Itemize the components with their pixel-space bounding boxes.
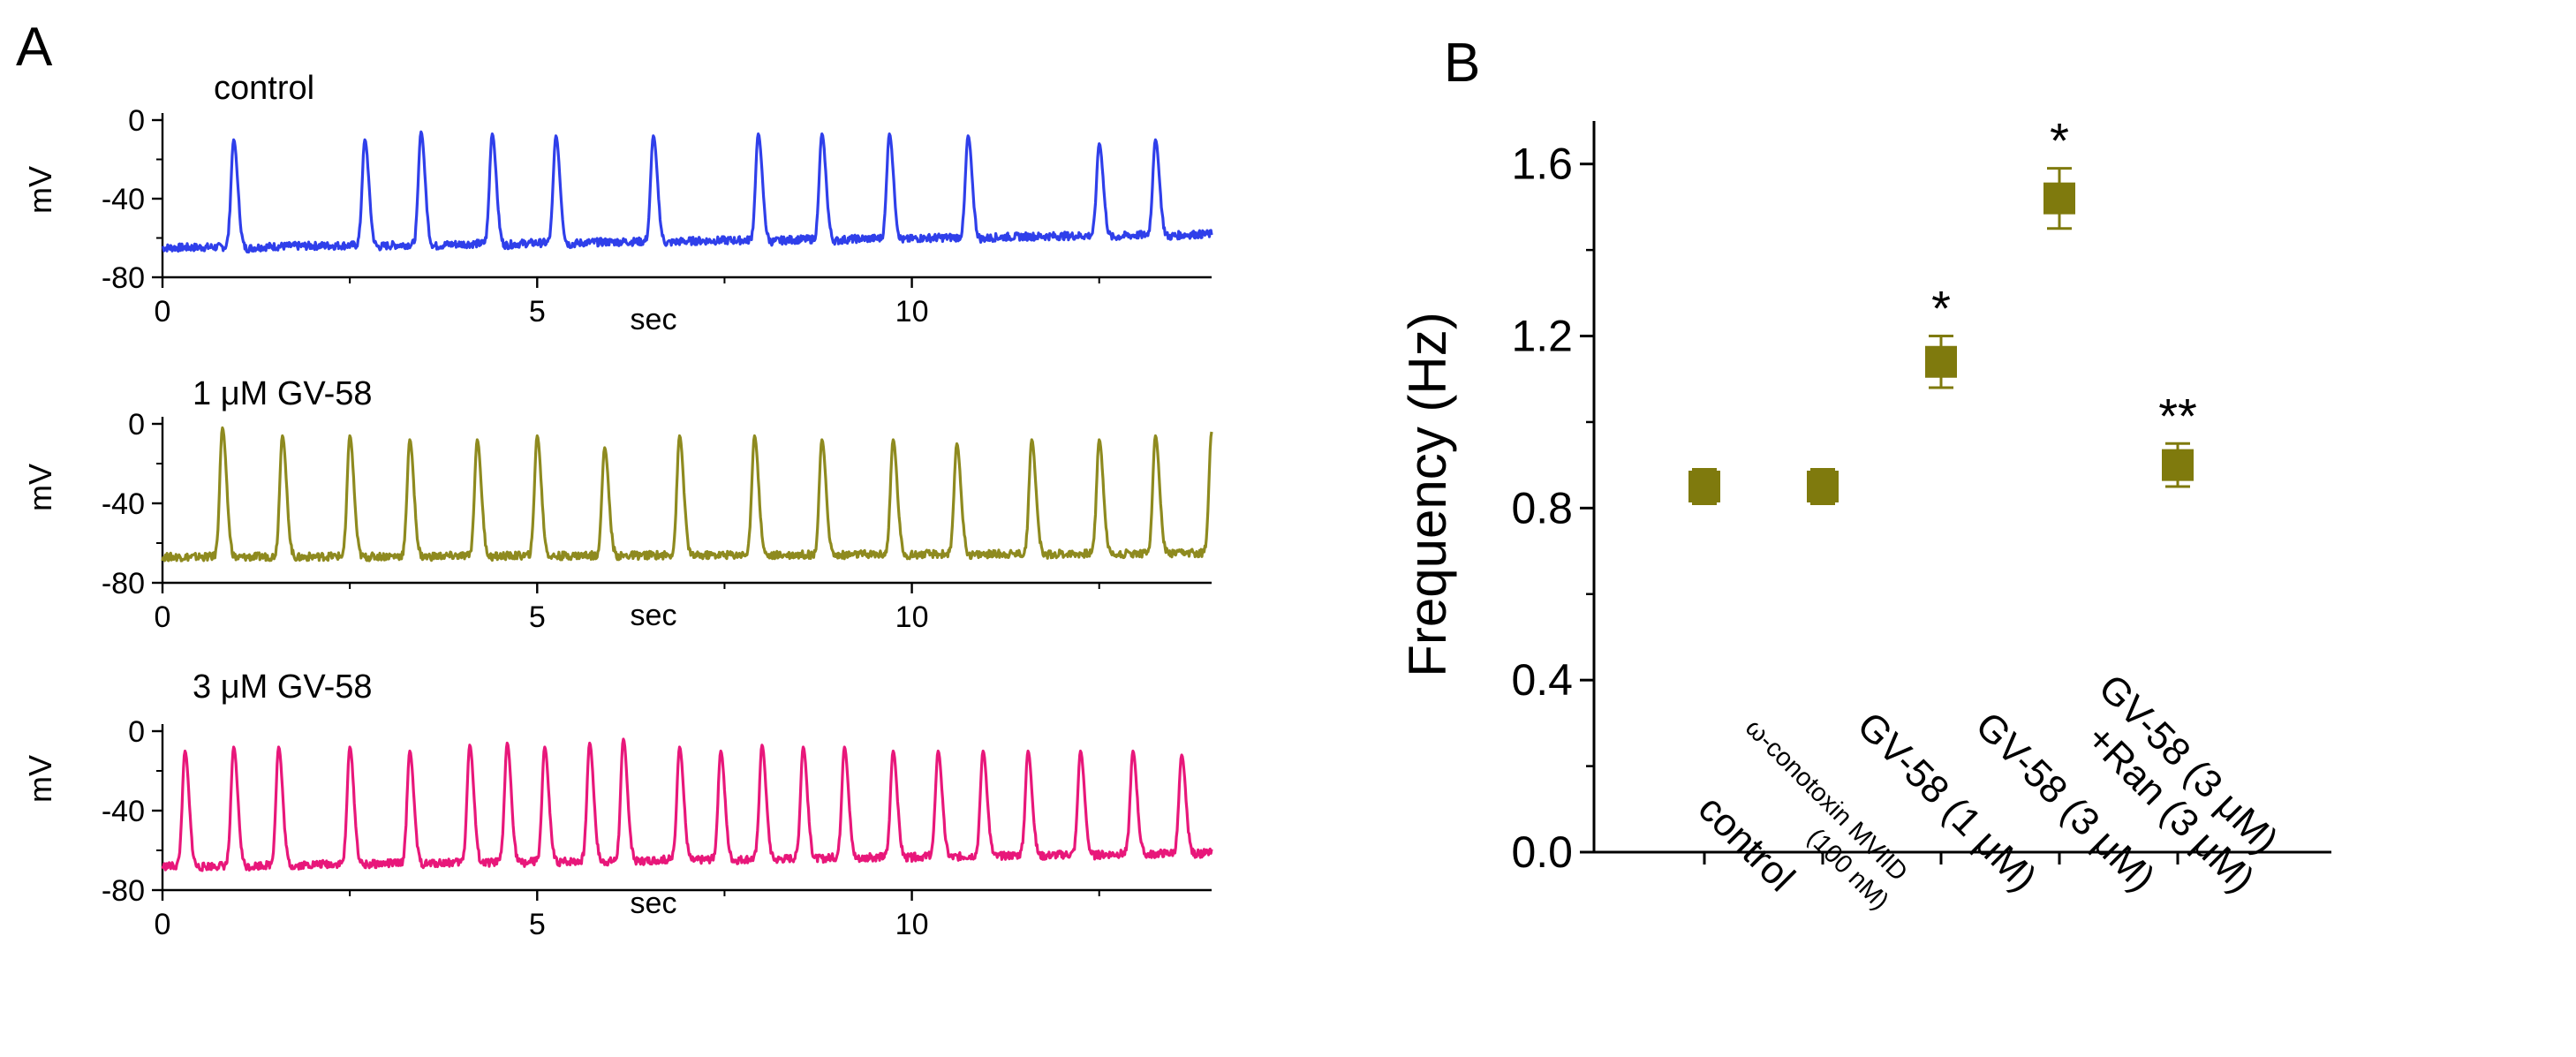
category-label-control: control [1690, 787, 1803, 900]
trace-title: 3 μM GV-58 [193, 668, 373, 706]
y-tick-label: -40 [102, 183, 145, 216]
panel-b-label: B [1444, 33, 1480, 94]
y-tick-label: -40 [102, 487, 145, 521]
y-tick-label: 0.8 [1511, 483, 1573, 532]
x-tick-label: 0 [155, 600, 171, 634]
y-tick-label: 0.4 [1511, 655, 1573, 705]
y-axis-title: Frequency (Hz) [1398, 312, 1457, 676]
y-tick-label: 0 [128, 408, 145, 442]
trace-title: control [214, 70, 314, 107]
panel-a-label: A [16, 17, 53, 78]
y-axis: 0 -40 -80 [102, 715, 164, 908]
y-axis-label: mV [22, 755, 58, 803]
x-tick-label: 5 [529, 295, 546, 328]
x-tick-label: 5 [529, 600, 546, 634]
y-tick-label: 0 [128, 104, 145, 138]
x-tick-label: 10 [895, 600, 929, 634]
time-axis-label: sec [631, 887, 677, 920]
y-axis-label: mV [22, 464, 58, 511]
x-axis: 0 5 10 [155, 276, 1212, 328]
y-tick-label: -80 [102, 261, 145, 295]
x-axis: 0 5 10 [155, 888, 1212, 941]
trace-panel-gv58-3um: 3 μM GV-58 mV 0 -40 -80 0 5 10 sec [22, 668, 1213, 941]
y-axis: 0 -40 -80 [102, 104, 164, 295]
x-tick-label: 0 [155, 908, 171, 941]
trace-panel-control: control mV 0 -40 -80 0 5 10 sec [22, 70, 1213, 336]
significance-marker: * [2050, 113, 2069, 169]
frequency-data-points: **** [1688, 113, 2197, 505]
trace-title: 1 μM GV-58 [193, 375, 373, 412]
y-tick-label: 1.2 [1511, 312, 1573, 361]
data-point-marker [1688, 471, 1720, 502]
frequency-axes: 0.0 0.4 0.8 1.2 1.6 [1511, 121, 2331, 877]
data-point-marker [2043, 182, 2075, 215]
x-tick-label: 10 [895, 908, 929, 941]
membrane-potential-trace [161, 426, 1213, 562]
y-tick-label: -80 [102, 874, 145, 908]
y-tick-label: -80 [102, 567, 145, 600]
time-axis-label: sec [631, 303, 677, 336]
y-tick-label: 0.0 [1511, 827, 1573, 877]
data-point-marker [2162, 449, 2194, 481]
y-axis-label: mV [22, 166, 58, 214]
significance-marker: ** [2158, 388, 2197, 443]
y-tick-label: 1.6 [1511, 140, 1573, 189]
data-point-marker [1925, 345, 1957, 378]
data-point-marker [1807, 471, 1839, 502]
time-axis-label: sec [631, 599, 677, 632]
significance-marker: * [1931, 281, 1951, 336]
y-tick-label: -40 [102, 795, 145, 828]
x-tick-label: 5 [529, 908, 546, 941]
y-tick-label: 0 [128, 715, 145, 749]
category-labels: control ω-conotoxin MVIID (100 nM) GV-58… [1690, 666, 2294, 915]
membrane-potential-trace [161, 737, 1213, 872]
category-label-gv58-ran: GV-58 (3 μM) +Ran (3 μM) [2059, 666, 2294, 901]
x-axis: 0 5 10 [155, 581, 1212, 634]
x-tick-label: 0 [155, 295, 171, 328]
trace-panel-gv58-1um: 1 μM GV-58 mV 0 -40 -80 0 5 10 sec [22, 375, 1213, 634]
x-tick-label: 10 [895, 295, 929, 328]
membrane-potential-trace [162, 130, 1213, 254]
y-axis: 0 -40 -80 [102, 408, 164, 600]
